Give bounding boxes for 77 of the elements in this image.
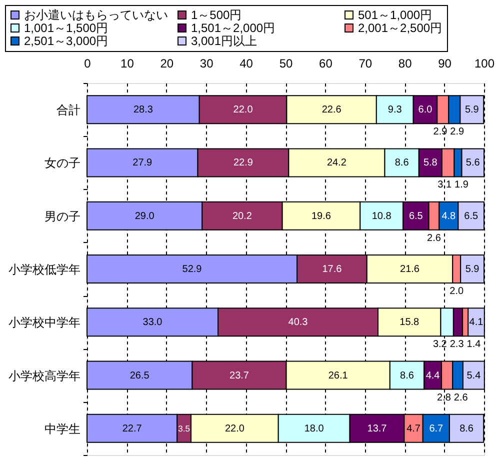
y-tick-label: 合計	[56, 103, 80, 118]
data-label: 6.0	[418, 104, 433, 116]
data-label: 4.4	[426, 370, 440, 382]
legend-label: 501～1,000円	[358, 8, 432, 22]
legend-label: 2,501～3,000円	[24, 34, 108, 48]
data-label: 9.3	[388, 104, 402, 116]
data-label: 26.5	[130, 370, 150, 382]
data-label: 8.6	[394, 158, 410, 169]
data-label: 23.7	[230, 370, 250, 382]
x-tick-label: 30	[200, 56, 214, 70]
data-label: 8.6	[460, 423, 474, 434]
data-label: 5.6	[466, 158, 480, 169]
x-tick-label: 70	[358, 56, 372, 70]
y-tick-label: 中学生	[44, 422, 80, 436]
data-label: 5.9	[464, 104, 480, 116]
data-label: 26.1	[328, 370, 348, 382]
x-tick-label: 80	[398, 56, 412, 70]
data-label: 4.1	[469, 317, 484, 328]
legend-label: 2,001～2,500円	[358, 21, 442, 35]
data-label: 5.8	[423, 158, 438, 169]
data-label: 17.6	[322, 264, 342, 275]
x-tick-label: 90	[438, 56, 452, 70]
data-label: 19.6	[311, 210, 332, 222]
legend-label: お小遣いはもらっていない	[24, 8, 168, 22]
data-label: 29.0	[134, 210, 155, 222]
legend-label: 1,001～1,500円	[24, 21, 108, 35]
data-label: 27.9	[132, 158, 153, 169]
data-label: 5.9	[465, 264, 480, 275]
data-label: 1.9	[454, 180, 469, 191]
x-tick-label: 0	[84, 56, 92, 70]
data-label: 15.8	[400, 317, 420, 328]
data-label: 2.9	[450, 126, 465, 138]
legend-label: 3,001円以上	[191, 34, 258, 48]
data-label: 22.7	[122, 423, 142, 434]
data-label: 22.0	[224, 423, 245, 434]
y-tick-label: 小学校中学年	[8, 316, 80, 330]
x-tick-label: 40	[240, 56, 254, 70]
data-label: 6.5	[408, 210, 424, 222]
data-label: 2.6	[454, 392, 468, 404]
data-label: 22.0	[233, 104, 254, 116]
data-label: 52.9	[182, 264, 202, 275]
data-label: 24.2	[326, 158, 347, 169]
data-label: 20.2	[232, 210, 252, 222]
data-label: 2.0	[450, 286, 464, 297]
data-label: 3.2	[432, 339, 448, 350]
data-label: 40.3	[288, 317, 308, 328]
data-label: 10.8	[372, 210, 392, 222]
data-label: 22.9	[233, 158, 254, 169]
x-tick-label: 10	[120, 56, 134, 70]
data-label: 18.0	[304, 423, 324, 434]
data-label: 4.7	[406, 423, 421, 434]
x-tick-label: 100	[474, 56, 495, 70]
data-label: 4.8	[442, 210, 456, 222]
y-tick-label: 小学校低学年	[8, 262, 80, 276]
legend-label: 1～500円	[191, 8, 242, 22]
data-label: 33.0	[142, 317, 163, 328]
data-label: 2.6	[427, 232, 442, 244]
data-label: 21.6	[400, 264, 420, 275]
data-label: 6.5	[464, 210, 478, 222]
y-tick-label: 小学校高学年	[8, 368, 80, 383]
data-label: 3.5	[178, 423, 190, 434]
y-tick-label: 男の子	[44, 209, 80, 224]
data-label: 2.8	[437, 392, 452, 404]
data-label: 8.6	[400, 370, 414, 382]
data-label: 6.7	[429, 423, 444, 434]
data-label: 28.3	[133, 104, 154, 116]
x-tick-label: 60	[319, 56, 333, 70]
data-label: 3.1	[438, 180, 452, 191]
data-label: 22.6	[322, 104, 342, 116]
x-tick-label: 20	[160, 56, 174, 70]
data-label: 2.3	[450, 339, 464, 350]
legend-label: 1,501～2,000円	[191, 21, 276, 35]
y-tick-label: 女の子	[44, 156, 80, 170]
x-tick-label: 50	[279, 56, 293, 70]
data-label: 13.7	[367, 423, 388, 434]
data-label: 1.4	[466, 339, 482, 350]
data-label: 5.4	[466, 370, 482, 382]
